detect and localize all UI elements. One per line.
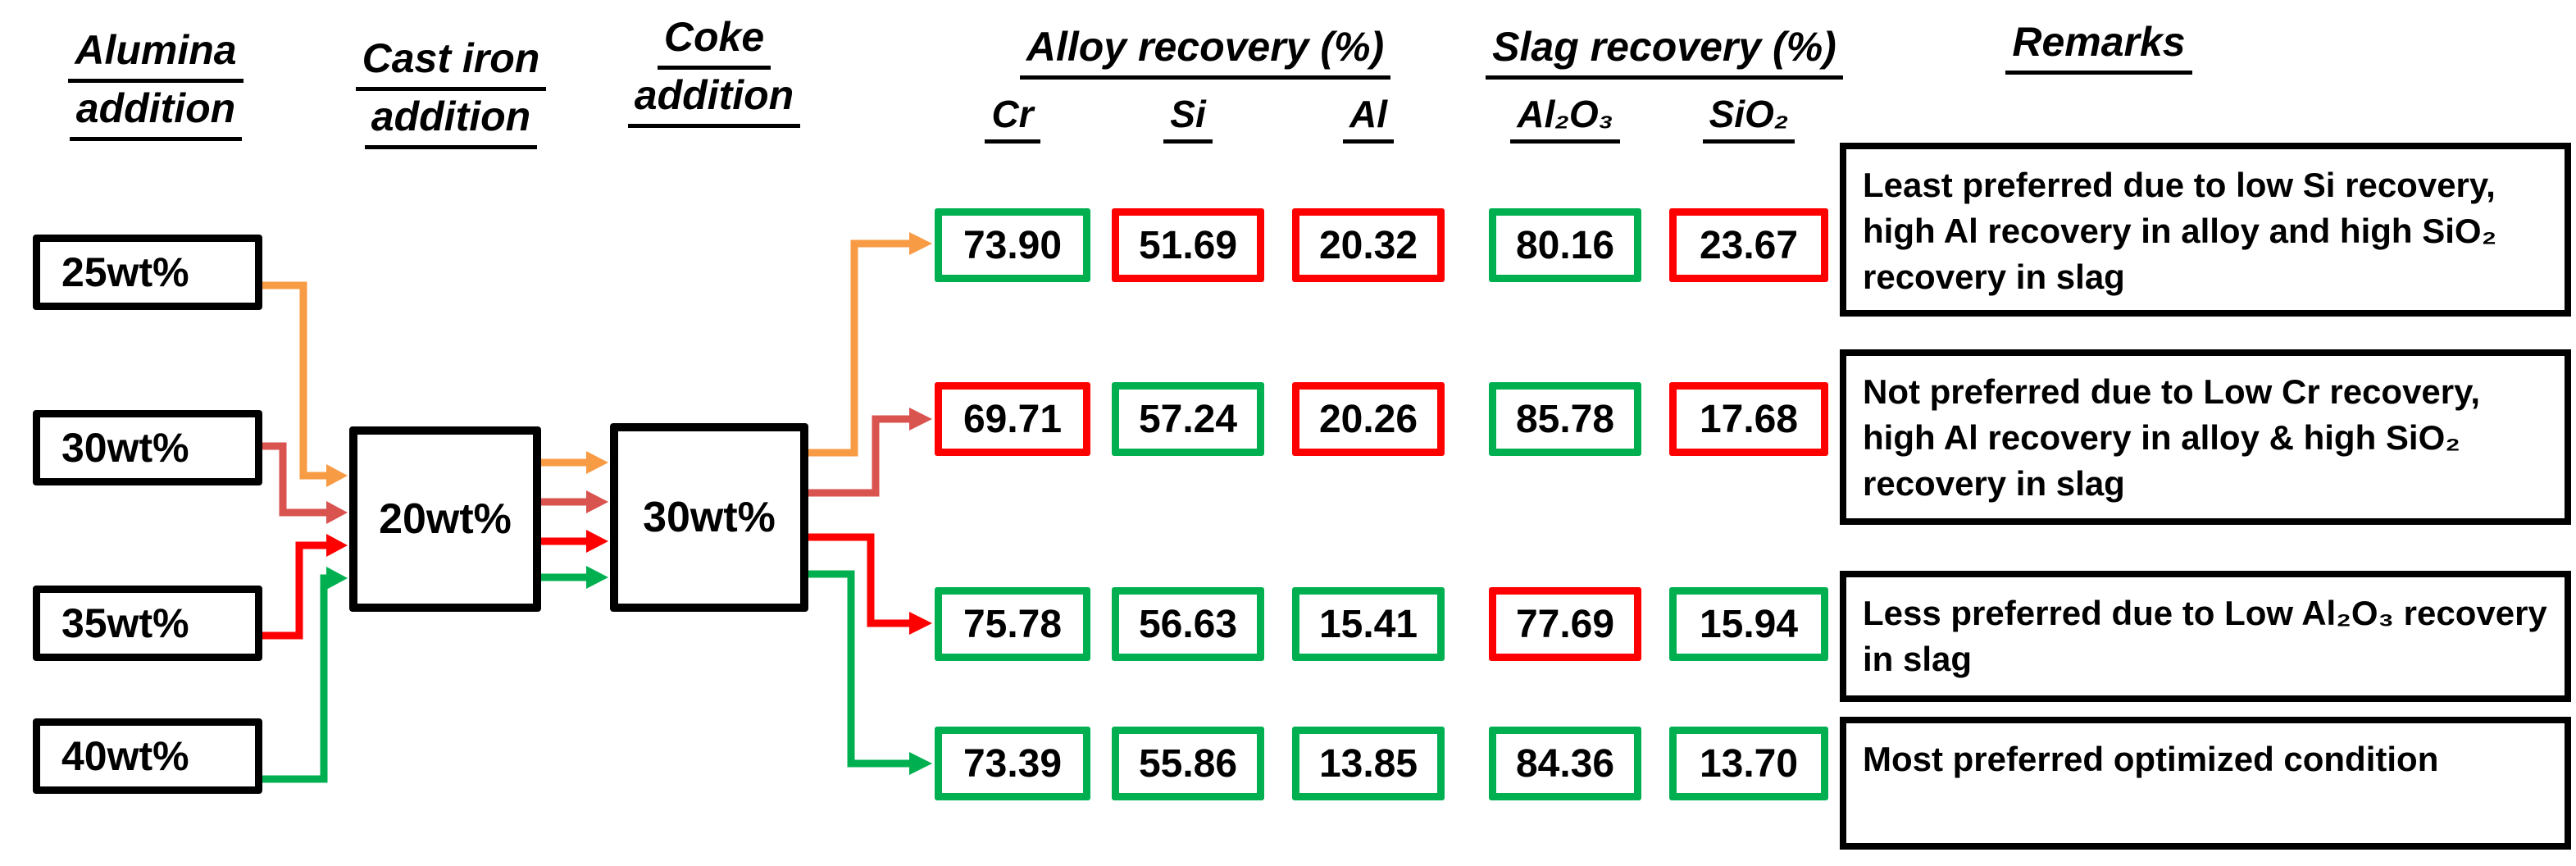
header-remarks-label: Remarks — [2005, 16, 2192, 75]
value-box-row4-si: 55.86 — [1112, 727, 1264, 800]
value-box-row4-al: 13.85 — [1292, 727, 1445, 800]
header-remarks: Remarks — [1959, 16, 2238, 75]
arrow-row3-stage2-head — [586, 530, 608, 553]
value-box-row1-si: 51.69 — [1112, 208, 1264, 282]
column-header-al2o3-label: Al₂O₃ — [1510, 92, 1620, 144]
column-header-al: Al — [1292, 92, 1445, 144]
header-slag-recovery: Slag recovery (%) — [1459, 21, 1869, 80]
arrow-row2-stage1-head — [326, 501, 348, 524]
coke-addition-box: 30wt% — [610, 423, 808, 612]
value-box-row4-cr: 73.39 — [935, 727, 1090, 800]
header-coke-addition: Coke addition — [612, 11, 817, 128]
value-box-row4-sio2: 13.70 — [1669, 727, 1828, 800]
alumina-option-box-30wt: 30wt% — [33, 410, 262, 485]
header-cast-iron-addition: Cast iron addition — [328, 33, 574, 149]
value-box-row3-cr: 75.78 — [935, 587, 1090, 661]
remark-box-row2: Not preferred due to Low Cr recovery, hi… — [1840, 349, 2571, 525]
value-box-row1-al: 20.32 — [1292, 208, 1445, 282]
arrow-row1-stage1-head — [326, 464, 348, 487]
cast-iron-addition-box: 20wt% — [349, 426, 541, 612]
header-cast-iron-line2: addition — [364, 91, 538, 149]
arrow-row2-stage2-head — [586, 490, 608, 513]
value-box-row4-al2o3: 84.36 — [1489, 727, 1641, 800]
header-cast-iron-line1: Cast iron — [355, 33, 547, 91]
arrow-row3-stage1-head — [326, 534, 348, 557]
value-box-row2-al: 20.26 — [1292, 382, 1445, 456]
remark-box-row1: Least preferred due to low Si recovery, … — [1840, 143, 2571, 317]
value-box-row2-cr: 69.71 — [935, 382, 1090, 456]
header-alloy-recovery-label: Alloy recovery (%) — [1019, 21, 1391, 80]
alumina-option-box-35wt: 35wt% — [33, 586, 262, 661]
column-header-si: Si — [1112, 92, 1264, 144]
arrow-row4-stage3-line — [808, 570, 910, 768]
alumina-option-box-25wt: 25wt% — [33, 235, 262, 310]
header-coke-line1: Coke — [657, 11, 771, 70]
value-box-row3-al: 15.41 — [1292, 587, 1445, 661]
alumina-option-box-40wt: 40wt% — [33, 718, 262, 794]
header-alloy-recovery: Alloy recovery (%) — [943, 21, 1468, 80]
value-box-row1-sio2: 23.67 — [1669, 208, 1828, 282]
remark-box-row4: Most preferred optimized condition — [1840, 717, 2571, 850]
value-box-row1-al2o3: 80.16 — [1489, 208, 1641, 282]
arrow-row1-stage3-head — [909, 232, 932, 255]
arrow-row2-stage3-line — [808, 415, 910, 497]
value-box-row2-sio2: 17.68 — [1669, 382, 1828, 456]
arrow-row3-stage3-head — [909, 612, 932, 635]
column-header-sio2-label: SiO₂ — [1702, 92, 1795, 144]
column-header-cr: Cr — [935, 92, 1090, 144]
arrow-row2-stage1-line — [262, 442, 327, 517]
arrow-row4-stage2-head — [586, 566, 608, 589]
value-box-row1-cr: 73.90 — [935, 208, 1090, 282]
value-box-row3-si: 56.63 — [1112, 587, 1264, 661]
header-alumina-addition: Alumina addition — [33, 25, 279, 141]
value-box-row3-sio2: 15.94 — [1669, 587, 1828, 661]
header-coke-line2: addition — [627, 70, 801, 128]
remark-box-row3: Less preferred due to Low Al₂O₃ recovery… — [1840, 571, 2571, 702]
column-header-sio2: SiO₂ — [1669, 92, 1828, 144]
arrow-row3-stage1-line — [262, 541, 327, 640]
arrow-row4-stage1-line — [262, 574, 328, 783]
header-alumina-line1: Alumina — [68, 25, 243, 83]
column-header-si-label: Si — [1163, 92, 1213, 144]
arrow-row1-stage2-head — [586, 451, 608, 474]
arrow-row3-stage3-line — [808, 533, 910, 627]
header-slag-recovery-label: Slag recovery (%) — [1486, 21, 1843, 80]
arrow-row4-stage1-head — [326, 567, 348, 590]
value-box-row3-al2o3: 77.69 — [1489, 587, 1641, 661]
arrow-row4-stage3-head — [909, 752, 932, 775]
arrow-row2-stage3-head — [909, 408, 932, 431]
column-header-al-label: Al — [1343, 92, 1394, 144]
column-header-al2o3: Al₂O₃ — [1489, 92, 1641, 144]
arrow-row1-stage3-line — [808, 239, 910, 457]
arrow-row1-stage1-line — [262, 281, 327, 480]
value-box-row2-si: 57.24 — [1112, 382, 1264, 456]
value-box-row2-al2o3: 85.78 — [1489, 382, 1641, 456]
column-header-cr-label: Cr — [985, 92, 1040, 144]
header-alumina-line2: addition — [69, 83, 243, 141]
